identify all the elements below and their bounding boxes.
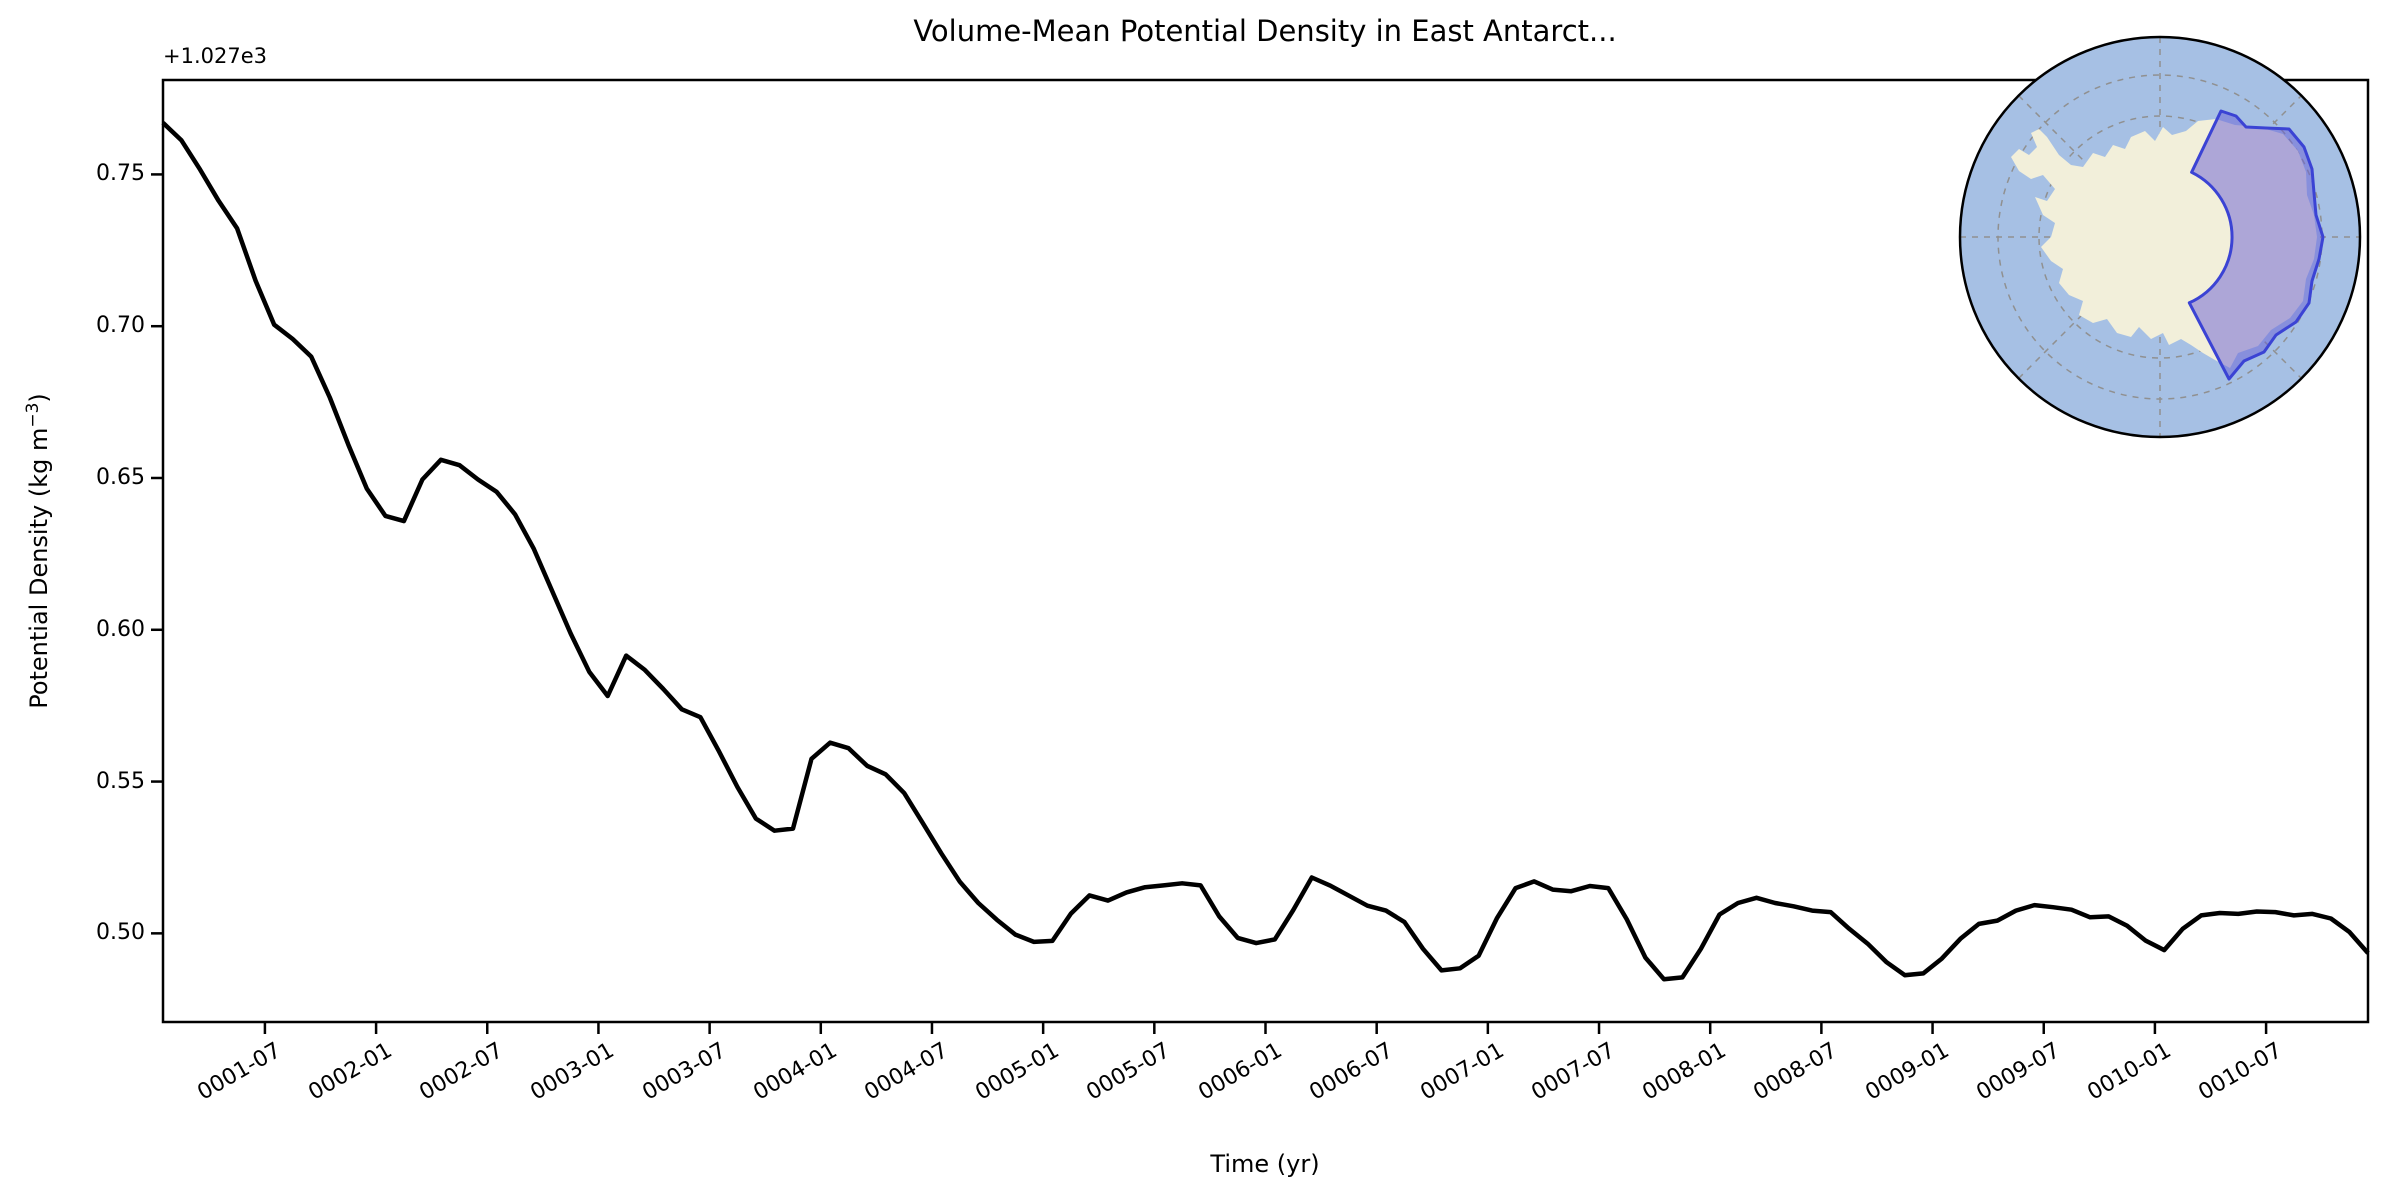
y-tick-label: 0.70 xyxy=(96,313,145,339)
y-axis-label-text: Potential Density (kg m xyxy=(25,427,53,709)
potential-density-line-series xyxy=(161,121,2370,982)
y-axis-label: Potential Density (kg m−3) xyxy=(23,393,53,709)
antarctica-inset-map xyxy=(1958,35,2362,439)
y-axis-offset-text: +1.027e3 xyxy=(163,44,267,68)
y-tick-label: 0.65 xyxy=(96,464,145,490)
tick-marks xyxy=(151,173,2268,1034)
y-tick-label: 0.55 xyxy=(96,768,145,794)
y-tick-label: 0.60 xyxy=(96,616,145,642)
east-antarctica-region-highlight xyxy=(2187,109,2325,381)
y-axis-label-exponent: −3 xyxy=(23,402,43,428)
y-tick-label: 0.75 xyxy=(96,161,145,187)
y-axis-label-close: ) xyxy=(25,393,53,403)
x-axis-label: Time (yr) xyxy=(1210,1150,1320,1178)
globe-outline xyxy=(1958,35,2362,439)
y-tick-label: 0.50 xyxy=(96,920,145,946)
chart-title: Volume-Mean Potential Density in East An… xyxy=(913,14,1617,48)
